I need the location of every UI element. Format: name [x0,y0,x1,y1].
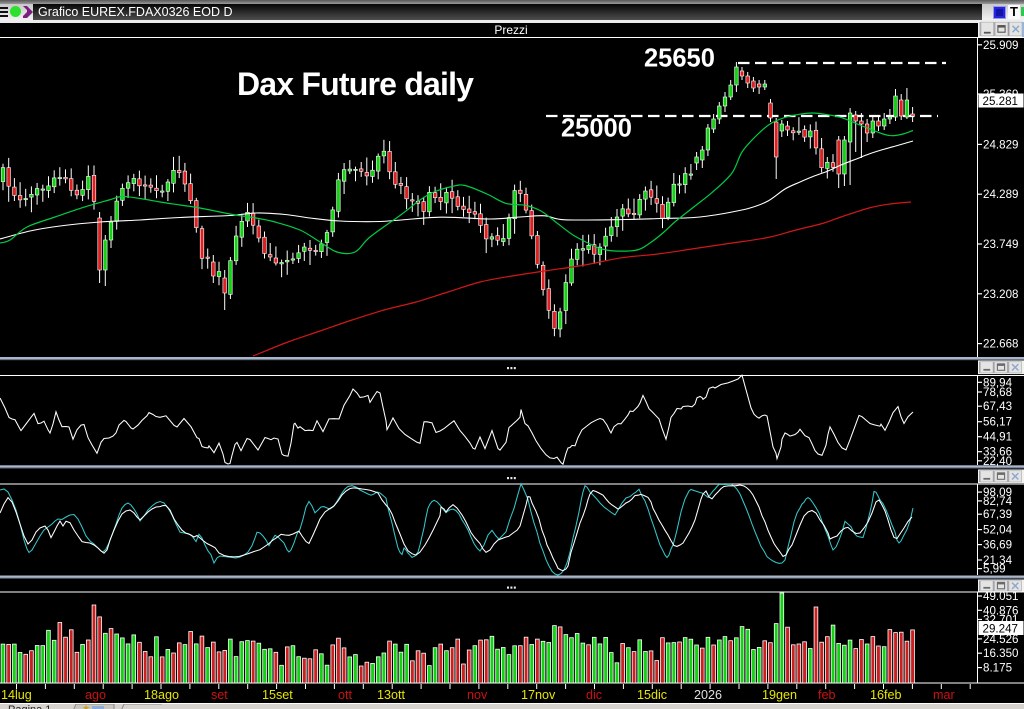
svg-text:21,34: 21,34 [983,554,1013,567]
svg-text:36,69: 36,69 [983,539,1012,552]
svg-text:25000: 25000 [561,115,632,143]
svg-text:44,91: 44,91 [983,431,1012,444]
svg-text:★: ★ [82,704,90,709]
svg-text:24.829: 24.829 [983,138,1018,151]
svg-text:19gen: 19gen [762,688,797,702]
svg-text:25.909: 25.909 [983,39,1018,52]
svg-text:78,68: 78,68 [983,386,1012,399]
svg-text:mar: mar [933,688,955,702]
svg-text:23.749: 23.749 [983,238,1018,251]
svg-text:dic: dic [586,688,602,702]
svg-text:2026: 2026 [694,688,722,702]
svg-text:52,04: 52,04 [983,524,1013,537]
svg-text:56,17: 56,17 [983,416,1012,429]
svg-text:23.208: 23.208 [983,288,1018,301]
svg-text:18ago: 18ago [144,688,179,702]
svg-text:15set: 15set [262,688,293,702]
svg-text:ago: ago [85,688,106,702]
svg-text:40.876: 40.876 [983,604,1018,617]
svg-text:ott: ott [338,688,353,702]
svg-text:22.668: 22.668 [983,338,1018,351]
svg-text:49.051: 49.051 [983,590,1018,603]
svg-text:15dic: 15dic [637,688,667,702]
svg-text:24.289: 24.289 [983,188,1018,201]
svg-text:8.175: 8.175 [983,662,1012,675]
svg-text:16.350: 16.350 [983,647,1018,660]
svg-text:24.526: 24.526 [983,633,1018,646]
svg-text:5,99: 5,99 [983,563,1006,576]
svg-text:Dax Future daily: Dax Future daily [237,66,474,102]
svg-text:98,09: 98,09 [983,486,1012,499]
svg-text:82,74: 82,74 [983,495,1013,508]
svg-text:nov: nov [467,688,488,702]
svg-text:67,39: 67,39 [983,508,1012,521]
svg-text:89,94: 89,94 [983,376,1013,389]
svg-text:16feb: 16feb [870,688,902,702]
svg-text:25650: 25650 [644,45,715,73]
svg-text:29.247: 29.247 [983,622,1018,635]
svg-text:17nov: 17nov [521,688,556,702]
svg-text:set: set [211,688,228,702]
svg-text:14lug: 14lug [1,688,32,702]
svg-text:feb: feb [818,688,836,702]
svg-text:13ott: 13ott [377,688,406,702]
svg-text:25.281: 25.281 [983,95,1018,108]
svg-text:22,40: 22,40 [983,455,1012,468]
svg-text:67,43: 67,43 [983,400,1012,413]
svg-text:33,66: 33,66 [983,446,1012,459]
